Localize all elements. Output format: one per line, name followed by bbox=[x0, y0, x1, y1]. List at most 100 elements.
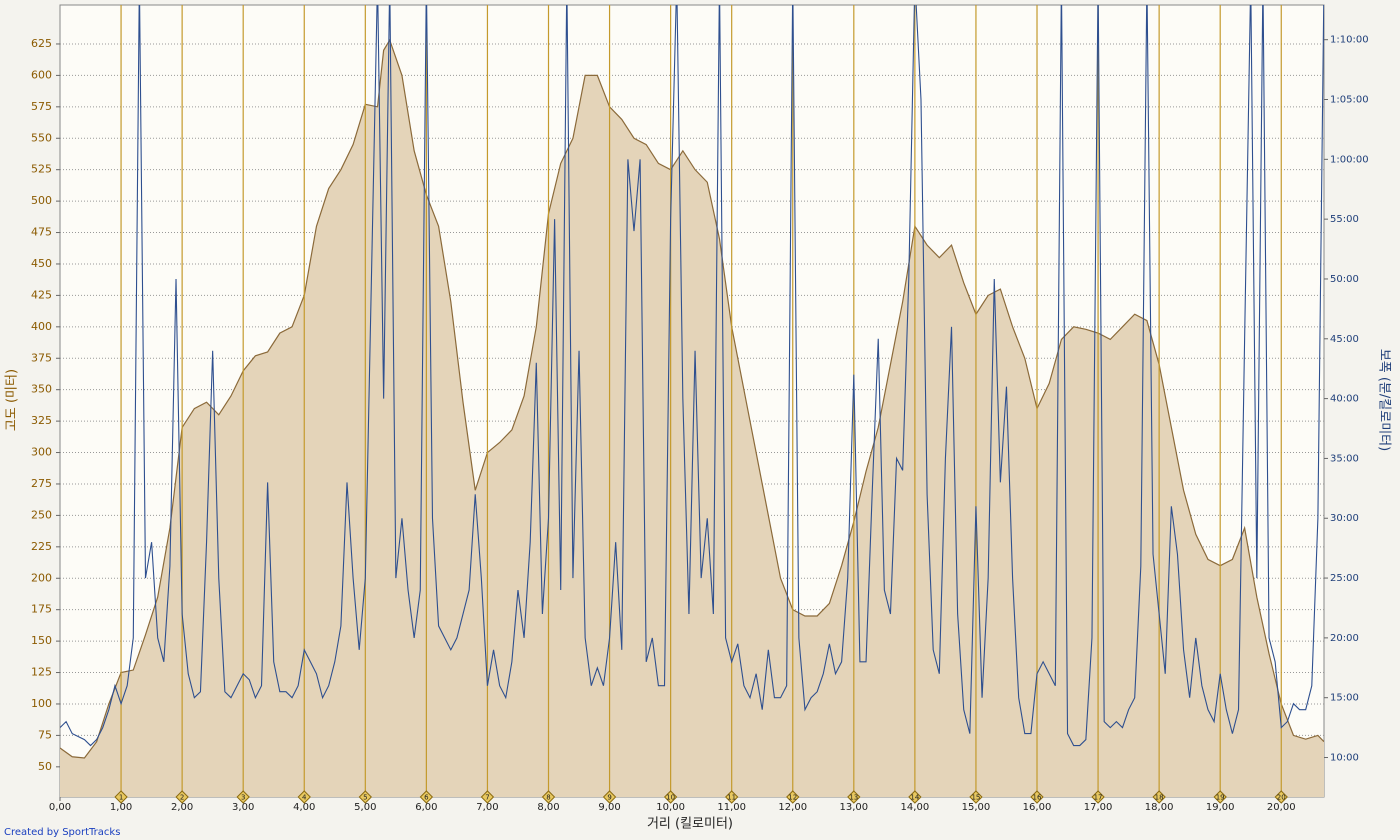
y2-tick-label: 30:00 bbox=[1330, 513, 1359, 524]
area-fill bbox=[60, 40, 1324, 797]
km-marker-label: 14 bbox=[910, 794, 919, 802]
y-tick-label: 450 bbox=[31, 257, 52, 270]
km-marker-label: 12 bbox=[788, 794, 797, 802]
x-tick-label: 17,00 bbox=[1084, 802, 1113, 813]
km-marker-icon bbox=[358, 790, 373, 804]
y-tick-label: 575 bbox=[31, 100, 52, 113]
km-marker-label: 6 bbox=[424, 794, 429, 802]
y2-tick-label: 25:00 bbox=[1330, 573, 1359, 584]
km-marker-icon bbox=[175, 790, 189, 804]
area-line bbox=[60, 38, 1324, 759]
y-tick-label: 550 bbox=[31, 131, 52, 144]
y2-axis-title: 보폭 (분/킬로미터) bbox=[1377, 349, 1392, 451]
y2-tick-label: 40:00 bbox=[1330, 394, 1359, 405]
y2-tick-label: 50:00 bbox=[1330, 274, 1359, 285]
x-tick-label: 7,00 bbox=[476, 802, 498, 813]
x-tick-label: 11,00 bbox=[717, 802, 746, 813]
km-marker-label: 1 bbox=[119, 794, 123, 802]
km-marker-icon bbox=[724, 790, 739, 804]
y-axis-title: 고도 (미터) bbox=[5, 369, 20, 431]
km-marker-icon bbox=[114, 790, 128, 804]
km-marker-label: 15 bbox=[971, 794, 980, 802]
y-tick-label: 225 bbox=[31, 540, 52, 553]
km-marker-icon bbox=[969, 790, 983, 804]
x-tick-label: 6,00 bbox=[415, 802, 437, 813]
km-marker-icon bbox=[602, 790, 617, 804]
km-marker-icon bbox=[663, 790, 678, 804]
x-tick-label: 15,00 bbox=[962, 802, 991, 813]
km-marker-icon bbox=[480, 790, 495, 804]
x-tick-label: 1,00 bbox=[110, 802, 132, 813]
x-tick-label: 13,00 bbox=[839, 802, 868, 813]
km-marker-label: 18 bbox=[1155, 794, 1164, 802]
y-tick-label: 125 bbox=[31, 666, 52, 679]
km-marker-label: 7 bbox=[485, 794, 489, 802]
x-tick-label: 0,00 bbox=[49, 802, 71, 813]
x-tick-label: 5,00 bbox=[354, 802, 376, 813]
km-marker-icon bbox=[908, 790, 922, 804]
y2-tick-label: 35:00 bbox=[1330, 453, 1359, 464]
km-marker-icon bbox=[1152, 790, 1166, 804]
x-tick-label: 16,00 bbox=[1023, 802, 1052, 813]
x-tick-label: 2,00 bbox=[171, 802, 193, 813]
x-tick-label: 4,00 bbox=[293, 802, 315, 813]
y-tick-label: 150 bbox=[31, 634, 52, 647]
y-tick-label: 475 bbox=[31, 226, 52, 239]
credit: Created by SportTracks bbox=[4, 827, 120, 838]
y-tick-label: 250 bbox=[31, 508, 52, 521]
y-tick-label: 425 bbox=[31, 288, 52, 301]
km-marker-label: 13 bbox=[849, 794, 858, 802]
y-tick-label: 300 bbox=[31, 446, 52, 459]
km-marker-label: 5 bbox=[363, 794, 367, 802]
km-marker-label: 2 bbox=[180, 794, 184, 802]
y2-tick-label: 55:00 bbox=[1330, 214, 1359, 225]
series bbox=[60, 5, 1324, 797]
y2-tick-label: 1:05:00 bbox=[1330, 95, 1369, 106]
km-marker-icon bbox=[297, 790, 311, 804]
y-tick-label: 75 bbox=[38, 728, 52, 741]
x-tick-label: 20,00 bbox=[1267, 802, 1296, 813]
y-tick-label: 500 bbox=[31, 194, 52, 207]
km-marker-icon bbox=[541, 790, 556, 804]
km-marker-label: 19 bbox=[1216, 794, 1225, 802]
km-marker-label: 3 bbox=[241, 794, 245, 802]
km-marker-label: 10 bbox=[666, 794, 675, 802]
y2-tick-label: 10:00 bbox=[1330, 753, 1359, 764]
y-tick-label: 200 bbox=[31, 571, 52, 584]
km-marker-icon bbox=[1030, 790, 1044, 804]
km-marker-label: 17 bbox=[1094, 794, 1103, 802]
x-tick-label: 18,00 bbox=[1145, 802, 1174, 813]
x-tick-label: 8,00 bbox=[537, 802, 559, 813]
overlay: 5075100125150175200225250275300325350375… bbox=[31, 35, 1369, 813]
pace-line bbox=[60, 5, 1324, 747]
x-tick-label: 12,00 bbox=[778, 802, 807, 813]
km-marker-icon bbox=[236, 790, 250, 804]
km-marker-label: 11 bbox=[727, 794, 736, 802]
km-marker-label: 16 bbox=[1033, 794, 1042, 802]
y-tick-label: 600 bbox=[31, 68, 52, 81]
y-tick-label: 275 bbox=[31, 477, 52, 490]
y2-tick-label: 1:00:00 bbox=[1330, 154, 1369, 165]
y-tick-label: 375 bbox=[31, 351, 52, 364]
y2-tick-label: 15:00 bbox=[1330, 693, 1359, 704]
y2-tick-label: 20:00 bbox=[1330, 633, 1359, 644]
x-tick-label: 10,00 bbox=[656, 802, 685, 813]
km-marker-icon bbox=[786, 790, 800, 804]
km-marker-icon bbox=[1274, 790, 1288, 804]
y-tick-label: 400 bbox=[31, 320, 52, 333]
y-tick-label: 350 bbox=[31, 383, 52, 396]
x-tick-label: 3,00 bbox=[232, 802, 254, 813]
km-marker-label: 20 bbox=[1277, 794, 1286, 802]
y-tick-label: 325 bbox=[31, 414, 52, 427]
km-marker-icon bbox=[1213, 790, 1227, 804]
x-tick-label: 19,00 bbox=[1206, 802, 1235, 813]
km-marker-icon bbox=[419, 790, 434, 804]
km-marker-label: 8 bbox=[546, 794, 550, 802]
y2-tick-label: 1:10:00 bbox=[1330, 35, 1369, 46]
x-axis-title: 거리 (킬로미터) bbox=[647, 817, 733, 832]
km-marker-label: 4 bbox=[302, 794, 307, 802]
y-tick-label: 100 bbox=[31, 697, 52, 710]
y-tick-label: 525 bbox=[31, 163, 52, 176]
km-marker-icon bbox=[847, 790, 861, 804]
